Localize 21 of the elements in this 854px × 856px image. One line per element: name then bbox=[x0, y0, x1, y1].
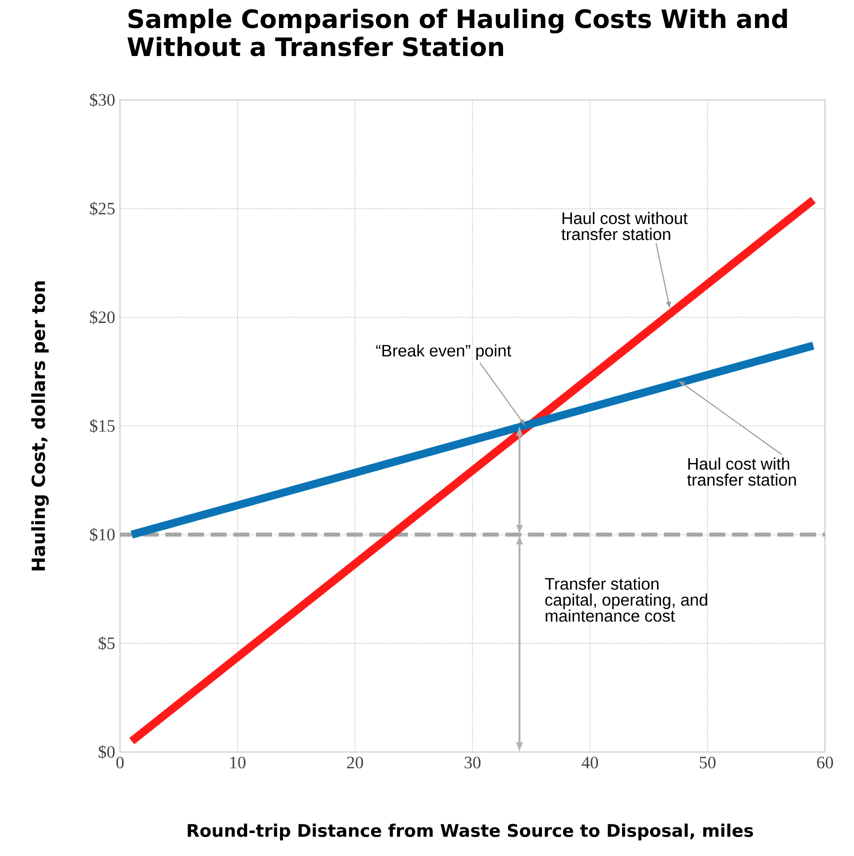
x-tick-label: 30 bbox=[464, 756, 481, 768]
y-tick-label: $5 bbox=[98, 636, 115, 650]
x-tick-label: 0 bbox=[116, 756, 124, 768]
annotation: Haul cost without transfer station bbox=[561, 212, 688, 240]
x-tick-label: 40 bbox=[582, 756, 598, 768]
y-axis-title: Hauling Cost, dollars per ton bbox=[31, 281, 49, 570]
y-tick-label: $10 bbox=[90, 528, 115, 542]
annotation: “Break even” point bbox=[376, 344, 512, 360]
x-tick-label: 60 bbox=[817, 756, 834, 768]
y-tick-label: $15 bbox=[90, 419, 115, 433]
annotation: Haul cost with transfer station bbox=[687, 458, 796, 486]
x-axis-title: Round-trip Distance from Waste Source to Disposal, miles bbox=[188, 824, 753, 840]
x-tick-label: 10 bbox=[230, 756, 246, 768]
y-tick-label: $25 bbox=[90, 202, 115, 216]
x-tick-label: 50 bbox=[700, 756, 716, 768]
y-tick-label: $0 bbox=[98, 745, 115, 759]
annotation: Transfer station capital, operating, and maintenance cost bbox=[544, 578, 708, 622]
chart-title: Sample Comparison of Hauling Costs With and Without a Transfer Station bbox=[127, 8, 787, 56]
y-tick-label: $20 bbox=[90, 310, 115, 324]
y-tick-label: $30 bbox=[90, 93, 115, 107]
x-tick-label: 20 bbox=[347, 756, 364, 768]
